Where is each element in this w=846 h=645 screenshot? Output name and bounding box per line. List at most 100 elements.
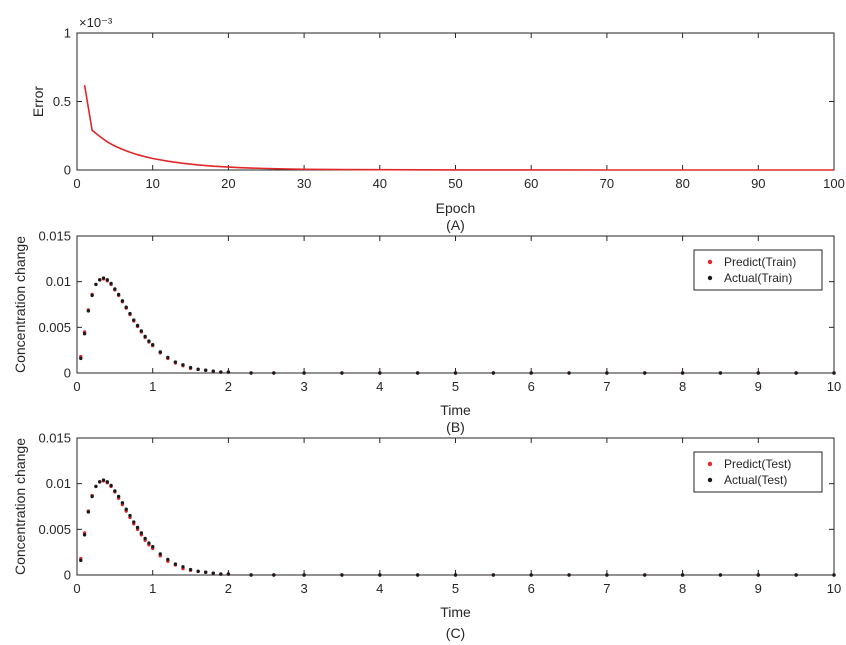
x-tick-label: 0 bbox=[73, 581, 80, 596]
x-tick-label: 60 bbox=[524, 176, 538, 191]
data-point bbox=[90, 293, 94, 298]
x-tick-label: 8 bbox=[679, 379, 686, 394]
x-tick-label: 0 bbox=[73, 379, 80, 394]
data-point bbox=[147, 339, 151, 343]
data-point bbox=[302, 371, 306, 375]
x-tick-label: 9 bbox=[755, 379, 762, 394]
x-tick-label: 1 bbox=[149, 581, 156, 596]
panel-label: (B) bbox=[446, 419, 465, 435]
y-tick-label: 0 bbox=[64, 568, 71, 583]
data-point bbox=[219, 370, 223, 374]
data-point bbox=[226, 572, 231, 576]
y-axis-label: Concentration change bbox=[12, 236, 28, 373]
y-tick-label: 0.005 bbox=[38, 522, 71, 537]
data-point bbox=[166, 355, 170, 360]
panel-label: (C) bbox=[446, 625, 465, 641]
data-point bbox=[173, 562, 178, 566]
data-point bbox=[86, 510, 91, 514]
data-point bbox=[105, 278, 109, 282]
data-point bbox=[166, 557, 170, 562]
data-point bbox=[226, 370, 231, 374]
data-point bbox=[272, 573, 276, 577]
x-tick-label: 8 bbox=[679, 581, 686, 596]
y-tick-label: 0.015 bbox=[38, 431, 71, 446]
data-point bbox=[120, 299, 125, 303]
data-point bbox=[158, 350, 162, 354]
data-point bbox=[128, 311, 132, 316]
data-point bbox=[378, 573, 382, 577]
data-point bbox=[196, 569, 200, 574]
data-point bbox=[219, 572, 223, 576]
data-point bbox=[82, 332, 87, 336]
x-tick-label: 2 bbox=[225, 581, 232, 596]
data-point bbox=[101, 478, 106, 482]
data-point bbox=[109, 281, 113, 286]
data-point bbox=[249, 573, 253, 577]
data-point bbox=[116, 494, 121, 499]
legend-marker bbox=[707, 275, 713, 281]
legend-label: Predict(Train) bbox=[724, 255, 796, 269]
x-tick-label: 3 bbox=[300, 379, 307, 394]
data-point bbox=[249, 371, 253, 375]
data-point bbox=[128, 513, 132, 518]
data-point bbox=[173, 360, 178, 364]
data-point bbox=[680, 573, 685, 577]
data-point bbox=[211, 369, 215, 373]
x-tick-label: 9 bbox=[755, 581, 762, 596]
x-tick-label: 100 bbox=[823, 176, 845, 191]
x-tick-label: 50 bbox=[448, 176, 462, 191]
data-point bbox=[756, 371, 760, 375]
x-tick-label: 5 bbox=[452, 379, 459, 394]
data-point bbox=[94, 282, 98, 287]
data-point bbox=[105, 480, 109, 484]
data-point bbox=[181, 565, 185, 569]
data-point bbox=[605, 573, 609, 577]
data-point bbox=[529, 371, 533, 375]
data-point bbox=[181, 363, 185, 367]
panel-label: (A) bbox=[446, 217, 465, 233]
data-point bbox=[109, 483, 113, 488]
series-predict bbox=[79, 277, 836, 375]
data-point bbox=[124, 305, 128, 309]
legend-label: Predict(Test) bbox=[724, 457, 791, 471]
y-tick-label: 0 bbox=[64, 366, 71, 381]
data-point bbox=[135, 323, 140, 328]
y-tick-label: 0 bbox=[64, 163, 71, 178]
x-axis-label: Epoch bbox=[436, 200, 476, 216]
x-tick-label: 4 bbox=[376, 379, 383, 394]
chart-panel-2: 0 1 2 3 4 5 6 7 8 9 10 0 0.005 0.01 0.015 Time Concentra… bbox=[12, 229, 841, 436]
x-tick-label: 10 bbox=[827, 581, 841, 596]
data-point bbox=[82, 533, 87, 537]
data-point bbox=[188, 365, 193, 370]
x-tick-label: 10 bbox=[827, 379, 841, 394]
error-curve-line bbox=[83, 84, 834, 171]
data-point bbox=[116, 292, 121, 297]
chart-panel-1: 0 10 20 30 40 50 60 70 80 90 100 0 0.5 1 ×10⁻³ Epoch Err… bbox=[30, 15, 845, 233]
data-point bbox=[86, 309, 91, 313]
data-point bbox=[98, 480, 102, 484]
data-point bbox=[113, 287, 117, 291]
series-predict bbox=[79, 479, 836, 577]
series-actual bbox=[79, 276, 836, 375]
x-tick-label: 6 bbox=[528, 581, 535, 596]
legend-label: Actual(Train) bbox=[724, 271, 792, 285]
data-point bbox=[718, 371, 723, 375]
data-point bbox=[718, 573, 723, 577]
data-point bbox=[794, 371, 798, 375]
legend-box bbox=[693, 249, 823, 291]
data-point bbox=[196, 367, 200, 372]
data-point bbox=[378, 371, 382, 375]
data-point bbox=[151, 544, 155, 549]
x-tick-label: 30 bbox=[297, 176, 311, 191]
data-point bbox=[453, 573, 458, 577]
data-point bbox=[158, 552, 162, 556]
x-tick-label: 7 bbox=[603, 379, 610, 394]
data-point bbox=[120, 501, 125, 505]
data-point bbox=[101, 276, 106, 280]
legend-label: Actual(Test) bbox=[724, 473, 787, 487]
legend-marker bbox=[707, 477, 713, 483]
data-point bbox=[340, 573, 344, 577]
x-tick-label: 6 bbox=[528, 379, 535, 394]
x-tick-label: 7 bbox=[603, 581, 610, 596]
